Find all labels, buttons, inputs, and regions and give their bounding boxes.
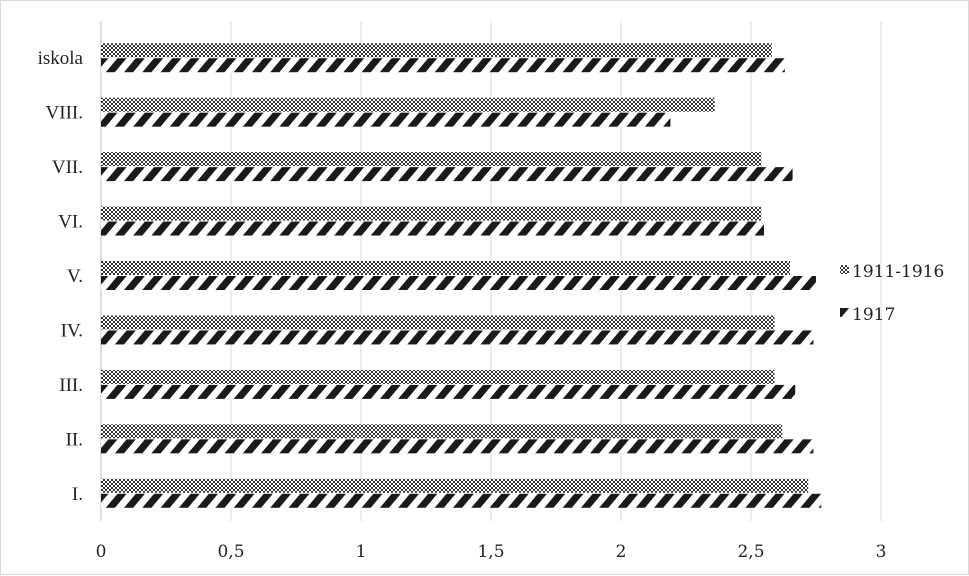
x-tick-labels: 0 0,5 1 1,5 2 2,5 3 (96, 542, 887, 562)
category-label: III. (59, 375, 83, 396)
bars (101, 43, 822, 508)
legend: 1911-1916 1917 (840, 262, 944, 325)
bar (101, 43, 772, 58)
bar (101, 330, 814, 345)
bar (101, 167, 793, 182)
legend-label: 1917 (852, 305, 895, 325)
category-label: VII. (52, 157, 83, 178)
category-label: V. (67, 266, 83, 287)
x-tick-label: 0 (96, 542, 107, 562)
bar (101, 261, 790, 275)
legend-swatch (840, 265, 849, 274)
bar (101, 206, 762, 221)
bar (101, 493, 822, 508)
category-label: II. (66, 429, 83, 450)
category-label: VI. (58, 212, 83, 233)
bar (101, 97, 715, 112)
category-label: VIII. (46, 103, 83, 124)
bar (101, 478, 809, 493)
bar (101, 424, 783, 439)
x-tick-label: 2 (616, 542, 627, 562)
category-label: IV. (61, 320, 83, 341)
x-tick-label: 1 (356, 542, 367, 562)
bar (101, 152, 762, 167)
legend-label: 1911-1916 (852, 262, 944, 282)
bar (101, 315, 775, 330)
bar (101, 439, 814, 454)
bar (101, 112, 671, 127)
bar (101, 58, 785, 73)
category-labels: I. II. III. IV. V. VI. VII. VIII. iskola (38, 48, 84, 505)
bar (101, 276, 816, 290)
x-tick-label: 1,5 (477, 542, 504, 562)
category-label: I. (72, 484, 83, 505)
bar (101, 384, 796, 399)
legend-swatch (840, 308, 849, 317)
category-label: iskola (38, 48, 84, 69)
x-tick-label: 0,5 (217, 542, 244, 562)
x-tick-label: 3 (876, 542, 887, 562)
bar (101, 221, 764, 236)
x-tick-label: 2,5 (737, 542, 764, 562)
bar (101, 369, 775, 384)
